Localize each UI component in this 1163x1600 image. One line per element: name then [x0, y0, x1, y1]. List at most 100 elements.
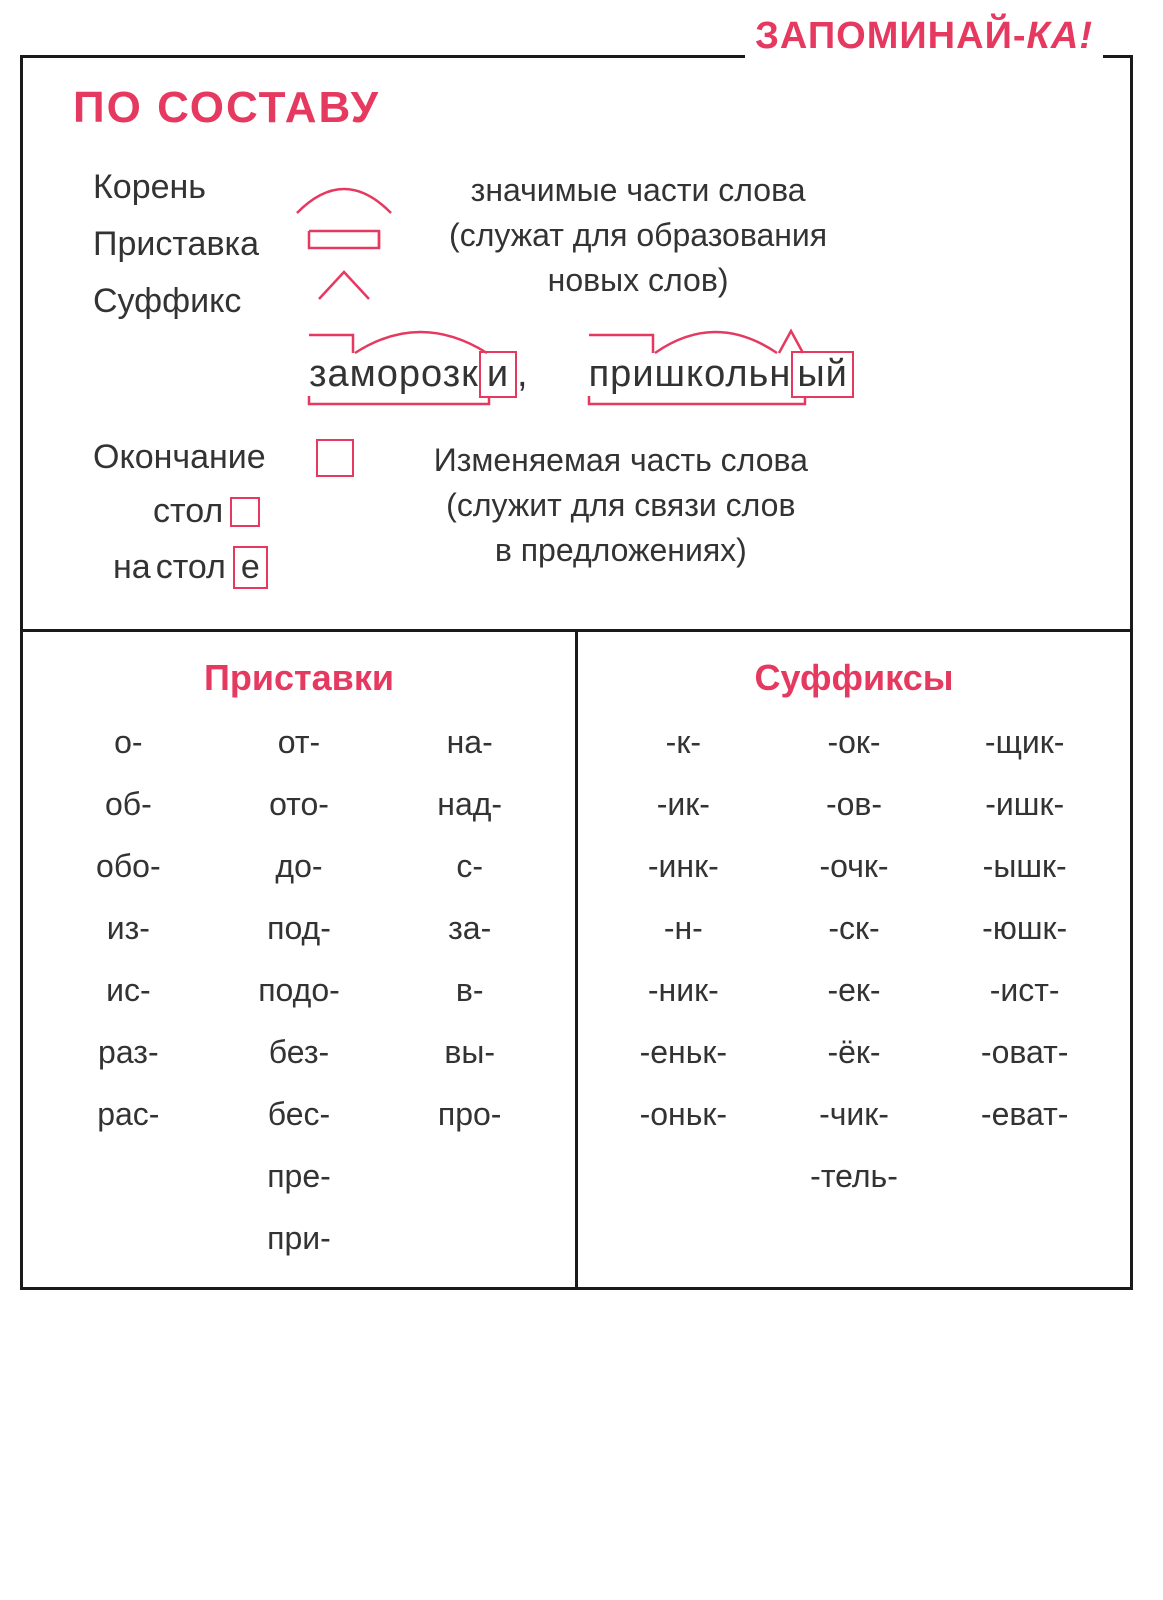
suf-c3: -щик- -ишк- -ышк- -юшк- -ист- -оват- -еват- — [939, 724, 1110, 1133]
list-item: на- — [384, 724, 555, 761]
suffixes-grid: -к- -ик- -инк- -н- -ник- -еньк- -оньк- -ок- -ов… — [598, 724, 1110, 1133]
list-item: ис- — [43, 972, 214, 1009]
word2-marks-icon — [585, 317, 885, 357]
parts-desc-line1: значимые части слова — [449, 168, 827, 213]
word1-base-icon — [305, 394, 535, 408]
pref-c1: о-об-обо-из-ис-раз-рас- — [43, 724, 214, 1257]
parts-symbols — [289, 173, 399, 304]
list-item: подо- — [214, 972, 385, 1009]
list-item: -ишк- — [939, 786, 1110, 823]
w1-ending-box: и — [479, 351, 517, 398]
list-item: о- — [43, 724, 214, 761]
ending-left: Окончание стол на столе — [93, 438, 354, 589]
example-word-1: заморозки, — [309, 351, 529, 398]
list-item: -ск- — [769, 910, 940, 947]
w2-ending: ый — [797, 353, 848, 395]
ending-desc-line2: (служит для связи слов — [434, 483, 808, 528]
word2-base-icon — [585, 394, 845, 408]
ending-box-icon — [316, 439, 354, 477]
prefix-label: Приставка — [93, 225, 259, 264]
list-item: до- — [214, 848, 385, 885]
ending-desc-line1: Изменяемая часть слова — [434, 438, 808, 483]
list-item: -оньк- — [598, 1096, 769, 1133]
ending-ex2-ending: е — [241, 548, 260, 586]
list-item: пре- — [214, 1158, 385, 1195]
list-item: при- — [214, 1220, 385, 1257]
list-item: -ов- — [769, 786, 940, 823]
suffix-label: Суффикс — [93, 282, 259, 321]
prefixes-grid: о-об-обо-из-ис-раз-рас- от-ото-до-под-по… — [43, 724, 555, 1257]
list-item: -очк- — [769, 848, 940, 885]
ending-ex2-prefix: на — [113, 548, 151, 587]
list-item: -н- — [598, 910, 769, 947]
page-title: ПО СОСТАВУ — [73, 83, 1090, 133]
w1-ending: и — [487, 353, 509, 395]
list-item: -щик- — [939, 724, 1110, 761]
ending-ex1-stem: стол — [153, 492, 223, 531]
list-item: -чик- — [769, 1096, 940, 1133]
suffixes-column: Суффиксы -к--ик--инк--н--ник--еньк--оньк… — [578, 632, 1130, 1287]
list-item: про- — [384, 1096, 555, 1133]
root-arc-icon — [289, 173, 399, 218]
list-item: -ник- — [598, 972, 769, 1009]
header-badge: ЗАПОМИНАЙ-КА! — [745, 15, 1103, 58]
lower-panel: Приставки о-об-обо-из-ис-раз-рас- от-ото… — [20, 629, 1133, 1290]
list-item: -ок- — [769, 724, 940, 761]
w2-root: школь — [655, 353, 770, 395]
w1-root: морозк — [350, 353, 479, 395]
badge-dash: - — [1013, 15, 1027, 57]
suf-c2: -ок- -ов- -очк- -ск- -ек- -ёк- -чик- — [769, 724, 940, 1133]
parts-desc-line3: новых слов) — [449, 258, 827, 303]
ending-label: Окончание — [93, 438, 266, 477]
page: ЗАПОМИНАЙ-КА! ПО СОСТАВУ Корень Приставк… — [0, 0, 1163, 1600]
example-word-2: пришкольный — [589, 351, 854, 398]
list-item: -ек- — [769, 972, 940, 1009]
list-item: под- — [214, 910, 385, 947]
list-item: из- — [43, 910, 214, 947]
list-item: -к- — [598, 724, 769, 761]
w2-ending-box: ый — [791, 351, 854, 398]
ending-label-row: Окончание — [93, 438, 354, 477]
list-item: -еньк- — [598, 1034, 769, 1071]
parts-row: Корень Приставка Суффикс значимые части … — [73, 168, 1090, 321]
ending-row: Окончание стол на столе Изменяемая часть… — [73, 438, 1090, 589]
pref-c3: на-над-с-за-в-вы-про- — [384, 724, 555, 1257]
list-item: от- — [214, 724, 385, 761]
word1-marks-icon — [305, 317, 565, 357]
list-item: -ышк- — [939, 848, 1110, 885]
suf-c1: -к- -ик- -инк- -н- -ник- -еньк- -оньк- — [598, 724, 769, 1133]
prefixes-title: Приставки — [43, 657, 555, 699]
list-item: без- — [214, 1034, 385, 1071]
ending-desc-line3: в предложениях) — [434, 528, 808, 573]
list-item: -ик- — [598, 786, 769, 823]
list-item: -ёк- — [769, 1034, 940, 1071]
ending-description: Изменяемая часть слова (служит для связи… — [434, 438, 808, 572]
ending-ex1-box — [230, 497, 260, 527]
list-item: -еват- — [939, 1096, 1110, 1133]
ending-example-2: на столе — [113, 546, 354, 589]
list-item: -ист- — [939, 972, 1110, 1009]
parts-description: значимые части слова (служат для образов… — [449, 168, 827, 302]
list-item: в- — [384, 972, 555, 1009]
ending-ex2-box: е — [233, 546, 268, 589]
suffix-extra: -тель- — [598, 1158, 1110, 1195]
parts-desc-line2: (служат для образования — [449, 213, 827, 258]
root-label: Корень — [93, 168, 259, 207]
examples-row: заморозки, пришкольный — [73, 351, 1090, 398]
ending-ex2-stem: стол — [156, 548, 226, 587]
list-item: -инк- — [598, 848, 769, 885]
w2-prefix: при — [589, 353, 655, 395]
list-item: -юшк- — [939, 910, 1110, 947]
list-item: вы- — [384, 1034, 555, 1071]
ending-example-1: стол — [153, 492, 354, 531]
list-item: -оват- — [939, 1034, 1110, 1071]
upper-panel: ПО СОСТАВУ Корень Приставка Суффикс — [20, 55, 1133, 629]
pref-c2: от-ото-до-под-подо-без-бес-пре-при- — [214, 724, 385, 1257]
suffix-caret-icon — [309, 264, 379, 304]
list-item: рас- — [43, 1096, 214, 1133]
w2-suffix: н — [769, 353, 791, 395]
w1-comma: , — [517, 353, 529, 395]
list-item: с- — [384, 848, 555, 885]
list-item: бес- — [214, 1096, 385, 1133]
list-item: обо- — [43, 848, 214, 885]
